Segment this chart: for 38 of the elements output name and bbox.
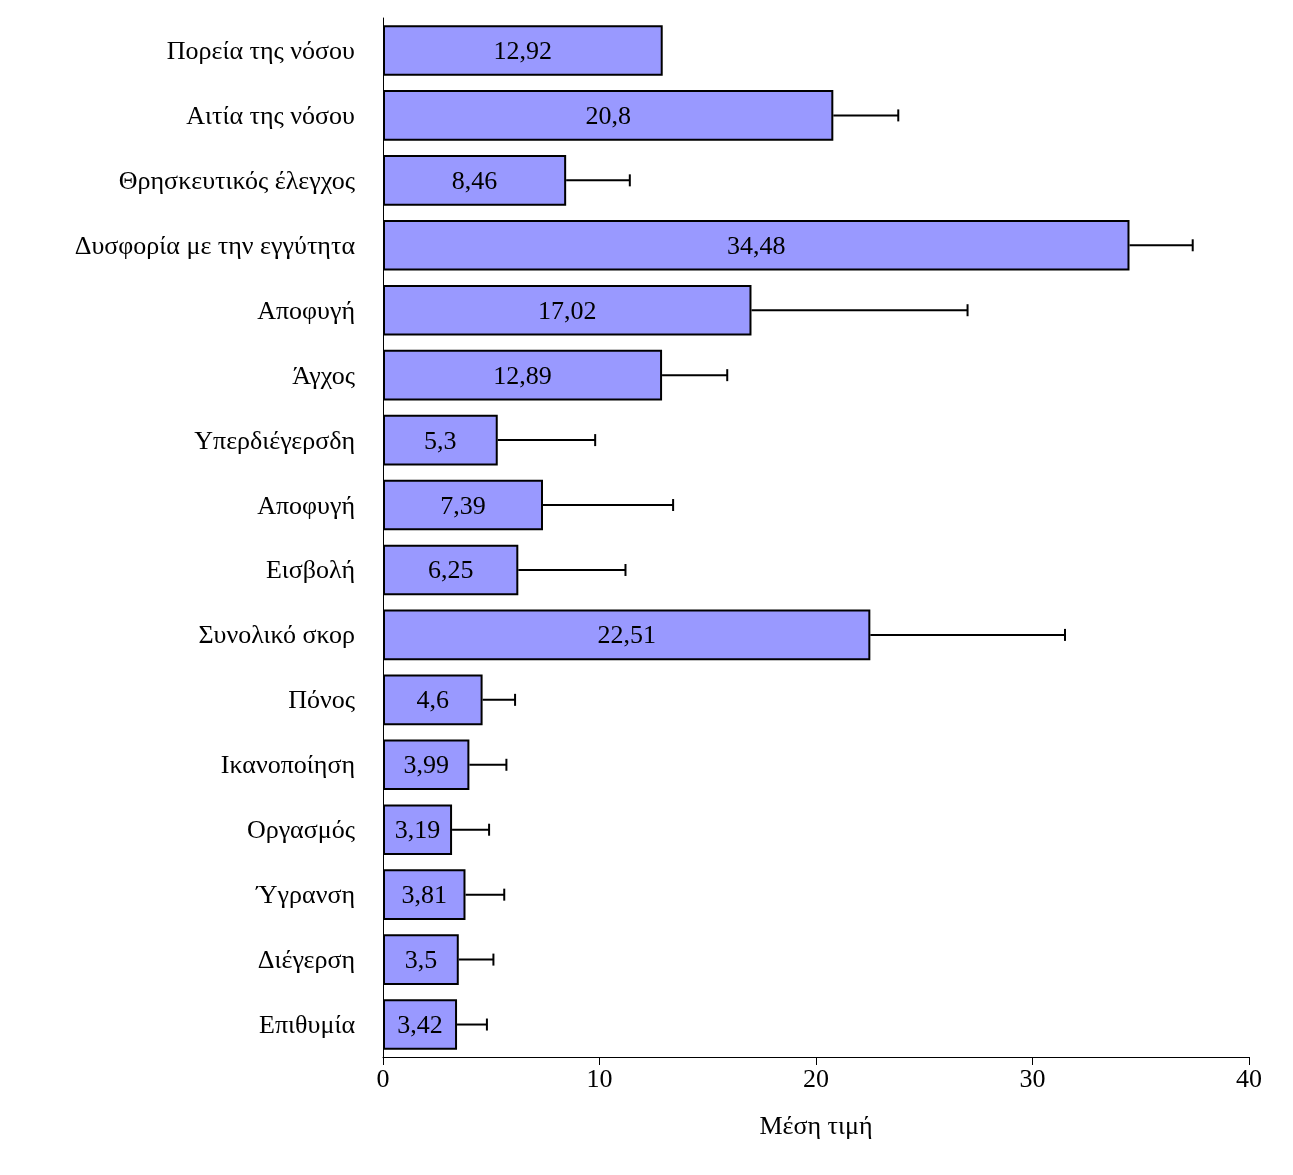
y-tick-label: Αιτία της νόσου: [186, 100, 355, 130]
data-label: 12,92: [493, 35, 553, 65]
x-tick-label: 10: [586, 1063, 613, 1093]
y-tick-label: Οργασμός: [246, 815, 356, 845]
data-label: 20,8: [585, 100, 631, 130]
y-tick-label: Αποφυγή: [257, 295, 355, 325]
data-label: 3,81: [401, 880, 447, 910]
y-tick-label: Θρησκευτικός έλεγχος: [118, 165, 356, 195]
data-label: 22,51: [597, 620, 656, 650]
y-tick-label: Πορεία της νόσου: [166, 35, 355, 65]
data-label: 3,5: [404, 945, 438, 975]
x-tick-label: 20: [803, 1063, 829, 1093]
y-tick-label: Υπερδιέγερσδη: [194, 425, 355, 455]
x-tick-label: 40: [1236, 1063, 1262, 1093]
y-tick-label: Ικανοποίηση: [220, 750, 355, 780]
data-label: 4,6: [416, 685, 450, 715]
x-tick-label: 0: [376, 1063, 390, 1093]
y-tick-label: Εισβολή: [265, 555, 355, 585]
data-label: 3,99: [403, 750, 449, 780]
y-tick-label: Άγχος: [292, 360, 356, 390]
y-tick-label: Ύγρανση: [255, 880, 355, 910]
y-tick-label: Συνολικό σκορ: [198, 620, 355, 650]
y-tick-label: Διέγερση: [257, 945, 355, 975]
x-axis-title: Μέση τιμή: [759, 1110, 873, 1140]
data-label: 6,25: [427, 555, 474, 585]
data-label: 3,42: [397, 1010, 443, 1040]
data-label: 34,48: [727, 230, 786, 260]
y-tick-label: Αποφυγή: [257, 490, 355, 520]
y-tick-label: Δυσφορία με την εγγύτητα: [74, 230, 356, 260]
y-tick-label: Πόνος: [288, 685, 356, 715]
x-tick-label: 30: [1019, 1063, 1046, 1093]
data-label: 17,02: [537, 295, 597, 325]
data-label: 7,39: [440, 490, 486, 520]
data-label: 8,46: [451, 165, 498, 195]
data-label: 3,19: [394, 815, 441, 845]
data-label: 12,89: [493, 360, 552, 390]
y-tick-label: Επιθυμία: [259, 1010, 356, 1040]
data-label: 5,3: [424, 425, 457, 455]
